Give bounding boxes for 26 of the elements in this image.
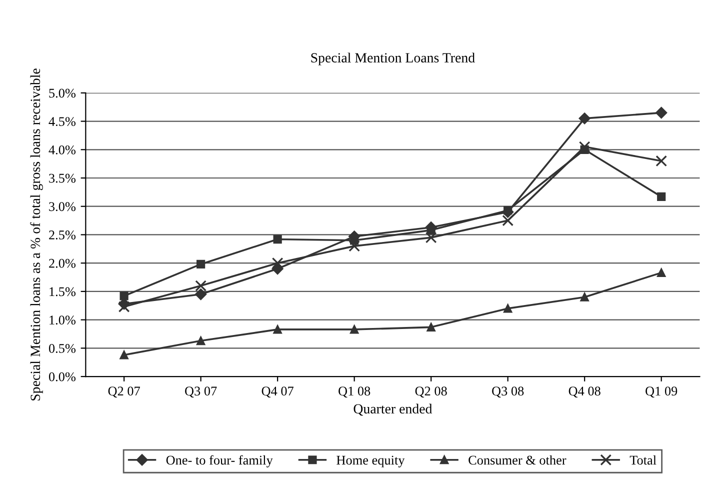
y-tick-label: 0.5%: [48, 344, 76, 353]
y-tick-label: 2.5%: [49, 230, 76, 240]
x-tick-label: Q3 08: [492, 386, 524, 398]
y-axis-title: Special Mention loans as a % of total gross loans receivable: [30, 68, 43, 400]
x-axis-title: Quarter ended: [354, 404, 432, 416]
x-tick-label: Q1 09: [646, 386, 678, 398]
legend-label: Home equity: [336, 456, 405, 468]
y-tick-label: 0.0%: [48, 372, 76, 382]
x-tick-label: Q3 07: [185, 386, 217, 398]
y-tick-label: 1.5%: [50, 287, 76, 296]
y-tick-label: 3.0%: [49, 202, 76, 212]
y-tick-label: 3.5%: [49, 174, 76, 183]
x-tick-label: Q2 08: [415, 386, 447, 398]
legend-label: One- to four- family: [166, 455, 273, 468]
legend-label: Total: [630, 455, 656, 465]
chart-title: Special Mention Loans Trend: [311, 52, 475, 66]
y-tick-label: 4.5%: [48, 117, 76, 126]
y-tick-label: 5.0%: [49, 88, 76, 98]
x-tick-label: Q1 08: [338, 386, 370, 398]
x-tick-label: Q4 07: [262, 386, 294, 398]
x-tick-label: Q2 07: [108, 386, 140, 398]
y-tick-label: 2.0%: [49, 258, 76, 268]
x-tick-label: Q4 08: [568, 386, 600, 398]
legend-label: Consumer & other: [468, 455, 566, 465]
y-tick-label: 1.0%: [50, 316, 76, 325]
y-tick-label: 4.0%: [48, 145, 76, 154]
